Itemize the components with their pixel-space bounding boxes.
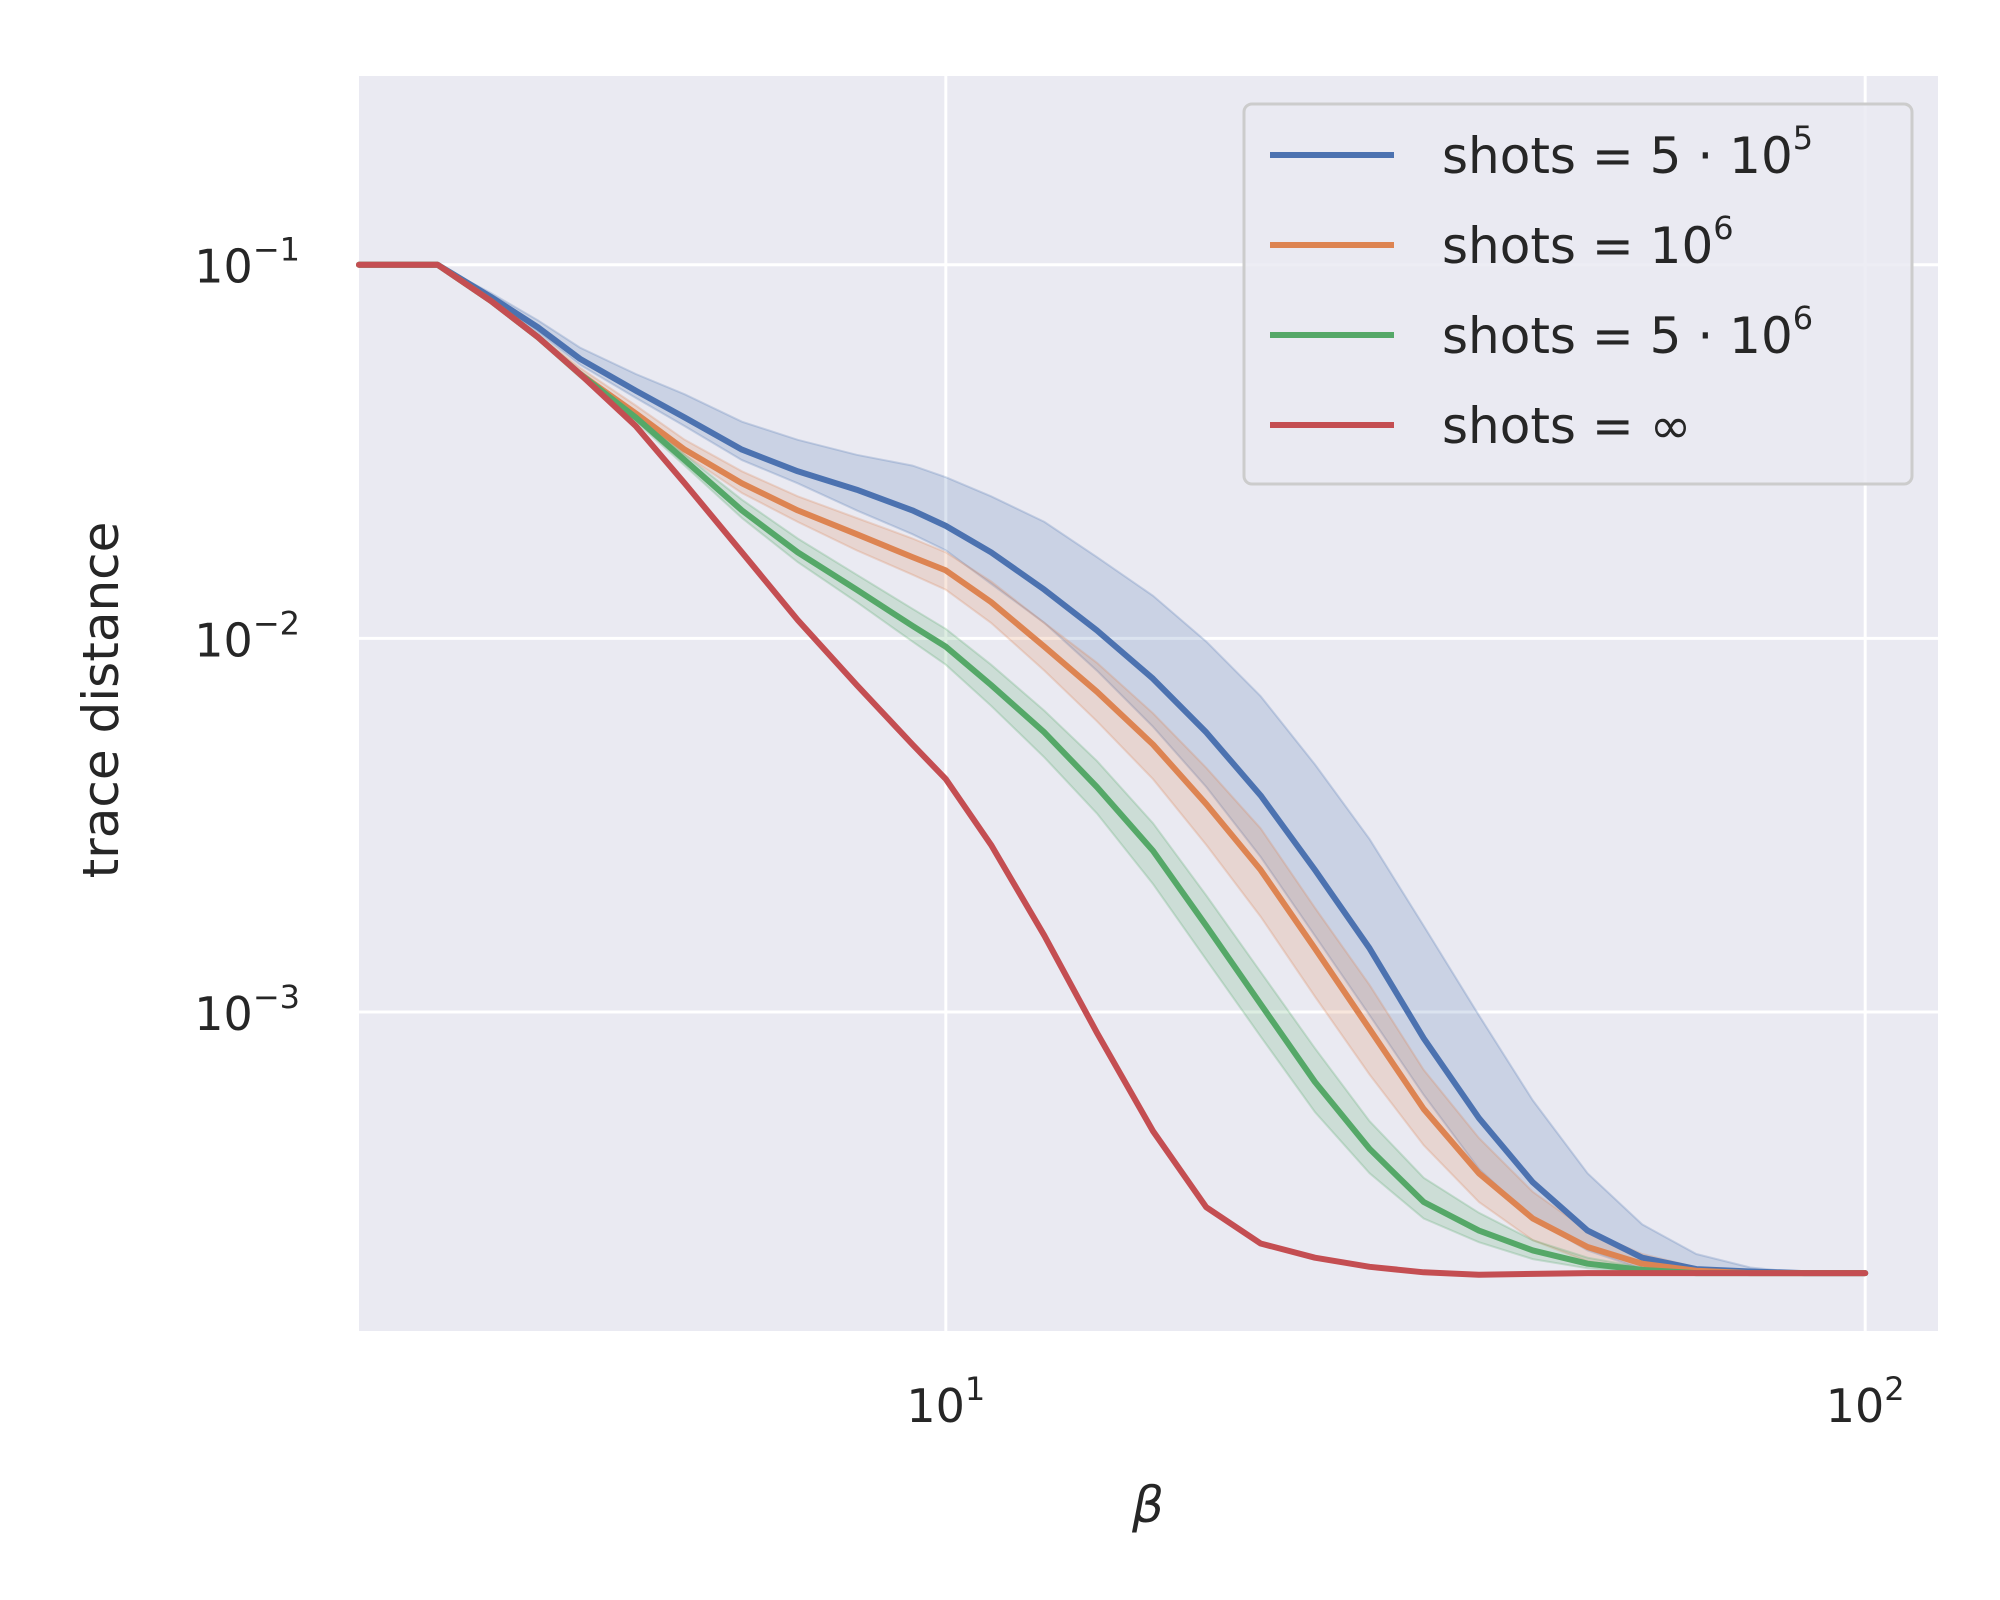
legend-label-exponent: 5 xyxy=(1793,119,1813,157)
legend-label-2: shots = 5 · 106 xyxy=(1442,299,1813,365)
legend-label-text: shots = ∞ xyxy=(1442,397,1691,455)
legend-label-text: shots = 5 · 10 xyxy=(1442,127,1793,185)
y-tick-label-base: 10 xyxy=(194,613,253,667)
x-tick-label: 102 xyxy=(1826,1370,1905,1433)
x-tick-label-exponent: 1 xyxy=(965,1370,985,1408)
y-tick-label: 10−1 xyxy=(194,231,300,294)
y-axis-label: trace distance xyxy=(72,522,130,879)
x-tick-label-base: 10 xyxy=(906,1379,965,1433)
legend-label-3: shots = ∞ xyxy=(1442,397,1691,455)
x-axis-label: β xyxy=(1131,1476,1164,1534)
legend-label-text: shots = 5 · 10 xyxy=(1442,307,1793,365)
series-band-0 xyxy=(359,263,1866,1275)
y-axis-ticks: 10−110−210−3 xyxy=(194,231,300,1041)
series-lines xyxy=(356,261,1869,1278)
legend-box xyxy=(1242,102,1914,486)
y-tick-label-exponent: −2 xyxy=(253,604,300,642)
y-tick-label: 10−2 xyxy=(194,604,300,667)
series-line-3 xyxy=(356,261,1869,1278)
series-line-2 xyxy=(356,261,1869,1277)
y-tick-label-exponent: −1 xyxy=(253,231,300,269)
series-band-1 xyxy=(359,263,1866,1275)
y-tick-label: 10−3 xyxy=(194,978,300,1041)
x-axis-ticks: 101 102 xyxy=(906,1370,1904,1433)
legend-label-exponent: 6 xyxy=(1713,209,1733,247)
y-tick-label-base: 10 xyxy=(194,240,253,294)
series-line-0 xyxy=(356,261,1869,1277)
confidence-bands xyxy=(359,263,1866,1275)
legend-label-text: shots = 10 xyxy=(1442,217,1713,275)
legend-label-0: shots = 5 · 105 xyxy=(1442,119,1813,185)
legend-label-exponent: 6 xyxy=(1793,299,1813,337)
x-tick-label-exponent: 2 xyxy=(1884,1370,1904,1408)
y-tick-label-base: 10 xyxy=(194,987,253,1041)
x-tick-label: 101 xyxy=(906,1370,985,1433)
series-band-2 xyxy=(359,263,1866,1275)
y-tick-label-exponent: −3 xyxy=(253,978,300,1016)
x-tick-label-base: 10 xyxy=(1826,1379,1885,1433)
legend-label-1: shots = 106 xyxy=(1442,209,1734,275)
